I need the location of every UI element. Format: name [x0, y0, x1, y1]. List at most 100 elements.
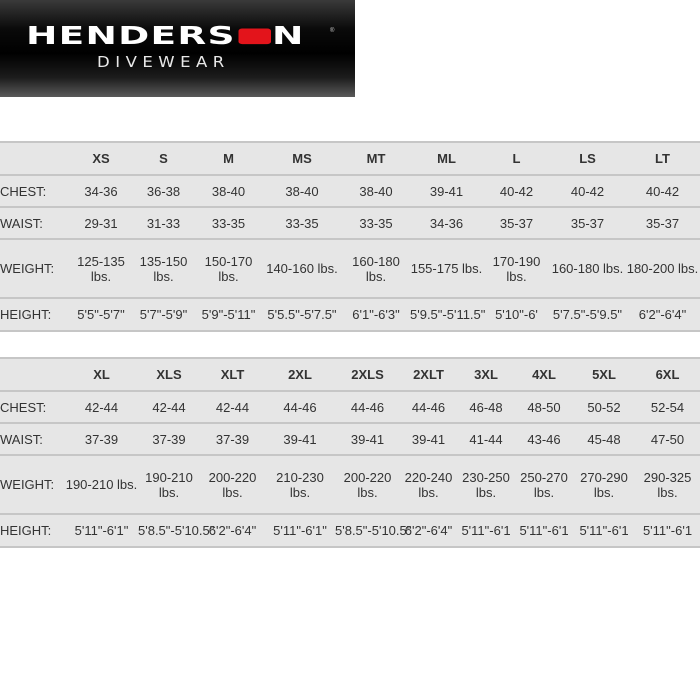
waist-cell: 39-41	[265, 423, 335, 456]
size-header: 6XL	[635, 357, 700, 392]
weight-cell: 220-240 lbs.	[400, 455, 457, 515]
height-cell: 5'7"-5'9"	[132, 298, 195, 332]
chest-cell: 42-44	[200, 391, 265, 424]
size-header: MS	[262, 141, 342, 176]
chest-cell: 50-52	[573, 391, 635, 424]
weight-cell: 200-220 lbs.	[335, 455, 400, 515]
height-cell: 5'7.5"-5'9.5"	[550, 298, 625, 332]
height-cell: 6'1"-6'3"	[342, 298, 410, 332]
height-cell: 5'5.5"-5'7.5"	[262, 298, 342, 332]
weight-cell: 155-175 lbs.	[410, 239, 483, 299]
size-header: LS	[550, 141, 625, 176]
chest-cell: 44-46	[265, 391, 335, 424]
chest-cell: 36-38	[132, 175, 195, 208]
weight-cell: 200-220 lbs.	[200, 455, 265, 515]
waist-cell: 39-41	[335, 423, 400, 456]
waist-cell: 34-36	[410, 207, 483, 240]
chest-row: CHEST: 34-36 36-38 38-40 38-40 38-40 39-41 40-4…	[0, 175, 700, 208]
height-cell: 5'9.5"-5'11.5"	[410, 298, 485, 332]
weight-label: WEIGHT:	[0, 455, 65, 515]
size-header: M	[195, 141, 262, 176]
weight-row: WEIGHT: 125-135 lbs. 135-150 lbs. 150-170 l…	[0, 239, 700, 299]
waist-cell: 47-50	[635, 423, 700, 456]
weight-cell: 125-135 lbs.	[70, 239, 132, 299]
size-header: MT	[342, 141, 410, 176]
size-header: S	[132, 141, 195, 176]
height-cell: 5'10"-6'	[483, 298, 550, 332]
weight-cell: 140-160 lbs.	[262, 239, 342, 299]
weight-cell: 190-210 lbs.	[65, 455, 138, 515]
size-header: XS	[70, 141, 132, 176]
size-header: 5XL	[573, 357, 635, 392]
waist-cell: 33-35	[262, 207, 342, 240]
size-header: ML	[410, 141, 483, 176]
waist-cell: 29-31	[70, 207, 132, 240]
size-header: XLT	[200, 357, 265, 392]
logo-text-end: N	[272, 22, 305, 51]
chest-cell: 44-46	[335, 391, 400, 424]
waist-cell: 33-35	[195, 207, 262, 240]
waist-cell: 35-37	[550, 207, 625, 240]
chest-cell: 40-42	[550, 175, 625, 208]
height-row: HEIGHT: 5'5"-5'7" 5'7"-5'9" 5'9"-5'11" 5'5.5…	[0, 298, 700, 332]
weight-cell: 250-270 lbs.	[515, 455, 573, 515]
chest-cell: 40-42	[483, 175, 550, 208]
height-cell: 5'9"-5'11"	[195, 298, 262, 332]
logo-wordmark: HENDERS N	[26, 22, 305, 51]
height-cell: 6'2"-6'4"	[400, 514, 457, 548]
waist-label: WAIST:	[0, 423, 65, 456]
waist-label: WAIST:	[0, 207, 70, 240]
height-cell: 5'8.5"-5'10.5"	[335, 514, 411, 548]
weight-cell: 190-210 lbs.	[138, 455, 200, 515]
chest-cell: 38-40	[342, 175, 410, 208]
height-cell: 5'11"-6'1"	[265, 514, 335, 548]
chest-cell: 39-41	[410, 175, 483, 208]
height-row: HEIGHT: 5'11"-6'1" 5'8.5"-5'10.5" 6'2"-6'4"…	[0, 514, 700, 548]
logo-text: HENDERS	[26, 22, 236, 51]
waist-cell: 39-41	[400, 423, 457, 456]
corner-cell	[0, 141, 70, 176]
weight-cell: 210-230 lbs.	[265, 455, 335, 515]
chest-label: CHEST:	[0, 175, 70, 208]
size-header-row: XS S M MS MT ML L LS LT	[0, 141, 700, 176]
height-cell: 5'8.5"-5'10.5"	[138, 514, 214, 548]
height-cell: 5'11"-6'1	[515, 514, 573, 548]
weight-cell: 180-200 lbs.	[625, 239, 700, 299]
corner-cell	[0, 357, 65, 392]
chest-cell: 42-44	[65, 391, 138, 424]
height-cell: 5'11"-6'1	[457, 514, 515, 548]
height-label: HEIGHT:	[0, 298, 70, 332]
logo-red-o	[238, 28, 271, 45]
weight-row: WEIGHT: 190-210 lbs. 190-210 lbs. 200-220 l…	[0, 455, 700, 515]
waist-cell: 45-48	[573, 423, 635, 456]
size-header: XLS	[138, 357, 200, 392]
waist-cell: 43-46	[515, 423, 573, 456]
chest-cell: 34-36	[70, 175, 132, 208]
height-label: HEIGHT:	[0, 514, 65, 548]
weight-label: WEIGHT:	[0, 239, 70, 299]
chest-cell: 48-50	[515, 391, 573, 424]
waist-cell: 37-39	[65, 423, 138, 456]
waist-cell: 37-39	[138, 423, 200, 456]
chest-cell: 38-40	[262, 175, 342, 208]
waist-cell: 35-37	[483, 207, 550, 240]
size-header: 2XLT	[400, 357, 457, 392]
chest-label: CHEST:	[0, 391, 65, 424]
height-cell: 6'2"-6'4"	[200, 514, 265, 548]
weight-cell: 230-250 lbs.	[457, 455, 515, 515]
size-header: LT	[625, 141, 700, 176]
waist-cell: 33-35	[342, 207, 410, 240]
size-header-row: XL XLS XLT 2XL 2XLS 2XLT 3XL 4XL 5XL 6XL	[0, 357, 700, 392]
size-header: 3XL	[457, 357, 515, 392]
height-cell: 5'5"-5'7"	[70, 298, 132, 332]
weight-cell: 150-170 lbs.	[195, 239, 262, 299]
henderson-logo: HENDERS N ® DIVEWEAR	[0, 0, 355, 97]
waist-cell: 35-37	[625, 207, 700, 240]
size-header: 4XL	[515, 357, 573, 392]
weight-cell: 270-290 lbs.	[573, 455, 635, 515]
chest-cell: 40-42	[625, 175, 700, 208]
chest-cell: 42-44	[138, 391, 200, 424]
weight-cell: 290-325 lbs.	[635, 455, 700, 515]
size-chart-table-2: XL XLS XLT 2XL 2XLS 2XLT 3XL 4XL 5XL 6XL CHEST: 42-…	[0, 357, 700, 548]
size-chart-table-1: XS S M MS MT ML L LS LT CHEST: 34-36 36-38 38-40 38-4…	[0, 141, 700, 332]
